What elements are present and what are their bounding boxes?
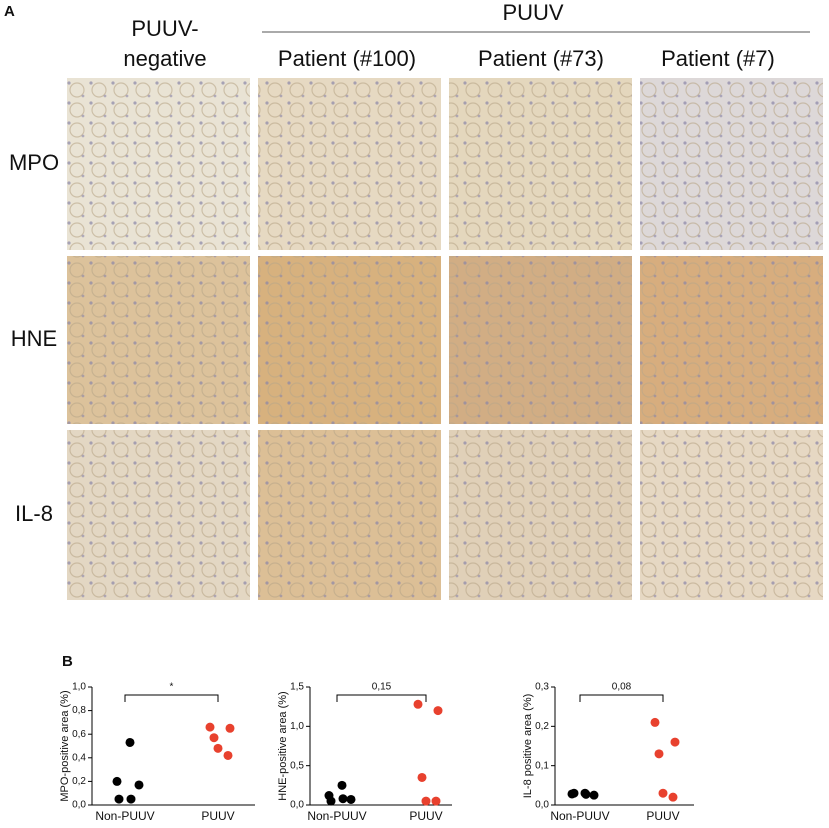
data-point <box>223 750 233 760</box>
row-label: MPO <box>9 150 59 175</box>
column-header: Patient (#73) <box>478 46 604 71</box>
y-tick-label: 0,5 <box>290 760 304 771</box>
micrograph-texture <box>258 256 441 424</box>
x-tick-label: PUUV <box>646 809 679 823</box>
data-point <box>114 794 124 804</box>
data-point <box>337 780 347 790</box>
y-tick-label: 0,0 <box>72 800 86 811</box>
data-point <box>658 788 668 798</box>
y-tick-label: 0,6 <box>72 729 86 740</box>
micrograph-texture <box>258 78 441 250</box>
x-tick-label: Non-PUUV <box>95 809 154 823</box>
data-point <box>213 743 223 753</box>
y-tick-label: 0,3 <box>535 682 549 693</box>
data-point <box>421 796 431 806</box>
data-point <box>581 789 591 799</box>
y-tick-label: 0,1 <box>535 760 549 771</box>
row-label: HNE <box>11 326 57 351</box>
data-point <box>338 794 348 804</box>
y-tick-label: 0,2 <box>72 776 86 787</box>
data-point <box>134 780 144 790</box>
micrograph-texture <box>67 78 250 250</box>
data-point <box>205 722 215 732</box>
y-tick-label: 0,2 <box>535 721 549 732</box>
y-axis-label: HNE-positive area (%) <box>277 691 289 800</box>
x-tick-label: Non-PUUV <box>550 809 609 823</box>
data-point <box>209 733 219 743</box>
y-tick-label: 0,8 <box>72 705 86 716</box>
micrograph-texture <box>67 430 250 600</box>
micrograph-texture <box>449 430 632 600</box>
data-point <box>346 794 356 804</box>
y-tick-label: 1,0 <box>72 682 86 693</box>
column-header: Patient (#7) <box>661 46 775 71</box>
y-tick-label: 1,0 <box>290 721 304 732</box>
data-point <box>417 772 427 782</box>
data-point <box>326 796 336 806</box>
panel-label: A <box>4 3 15 20</box>
x-tick-label: Non-PUUV <box>307 809 366 823</box>
bracket <box>579 694 664 702</box>
data-point <box>112 776 122 786</box>
data-point <box>413 699 423 709</box>
micrograph-texture <box>449 78 632 250</box>
y-tick-label: 0,0 <box>535 800 549 811</box>
micrograph-texture <box>258 430 441 600</box>
data-point <box>225 723 235 733</box>
row-label: IL-8 <box>15 501 53 526</box>
group-header: PUUV <box>502 0 563 25</box>
data-point <box>433 706 443 716</box>
data-point <box>654 749 664 759</box>
data-point <box>670 737 680 747</box>
micrograph-texture <box>67 256 250 424</box>
data-point <box>650 717 660 727</box>
y-axis-label: MPO-positive area (%) <box>59 690 71 801</box>
bracket <box>124 694 219 702</box>
data-point <box>431 796 441 806</box>
micrograph-texture <box>640 430 823 600</box>
y-tick-label: 0,4 <box>72 752 86 763</box>
data-point <box>125 737 135 747</box>
data-point <box>126 794 136 804</box>
annotation: * <box>170 682 174 693</box>
annotation: 0,08 <box>612 682 632 693</box>
micrograph-texture <box>640 78 823 250</box>
column-header: Patient (#100) <box>278 46 416 71</box>
x-tick-label: PUUV <box>201 809 234 823</box>
micrograph-texture <box>640 256 823 424</box>
y-axis-label: IL-8 positive area (%) <box>522 694 534 799</box>
y-tick-label: 1,5 <box>290 682 304 693</box>
column-header: negative <box>123 46 206 71</box>
bracket <box>336 694 427 702</box>
y-tick-label: 0,0 <box>290 800 304 811</box>
data-point <box>589 790 599 800</box>
column-header: PUUV- <box>131 16 198 41</box>
data-point <box>569 788 579 798</box>
micrograph-texture <box>449 256 632 424</box>
annotation: 0,15 <box>372 682 392 693</box>
panel-label: B <box>62 653 73 670</box>
x-tick-label: PUUV <box>409 809 442 823</box>
data-point <box>668 792 678 802</box>
